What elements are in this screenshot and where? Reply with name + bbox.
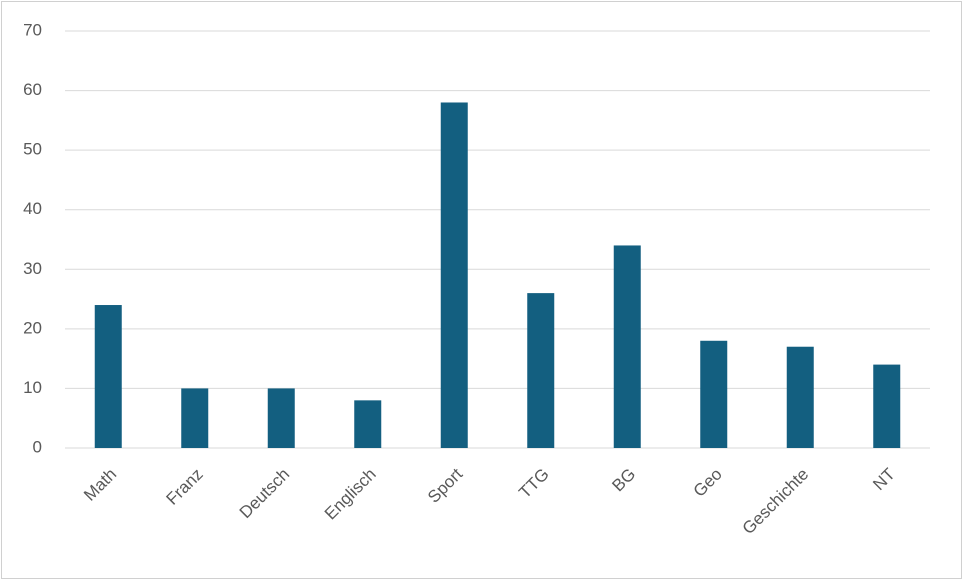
bar [527,293,555,448]
bar [440,102,468,448]
y-tick-label: 10 [23,378,42,397]
y-tick-label: 30 [23,259,42,278]
y-tick-label: 20 [23,318,42,337]
y-tick-label: 40 [23,199,42,218]
chart-frame [1,1,962,579]
bar [94,305,122,448]
bar [267,388,295,448]
bar [786,346,814,448]
bar [613,245,641,448]
y-tick-label: 50 [23,140,42,159]
y-tick-label: 60 [23,80,42,99]
bar [354,400,382,448]
bar [700,340,728,448]
y-tick-label: 70 [23,20,42,39]
bar [873,364,901,448]
bar [181,388,209,448]
y-tick-label: 0 [33,437,42,456]
